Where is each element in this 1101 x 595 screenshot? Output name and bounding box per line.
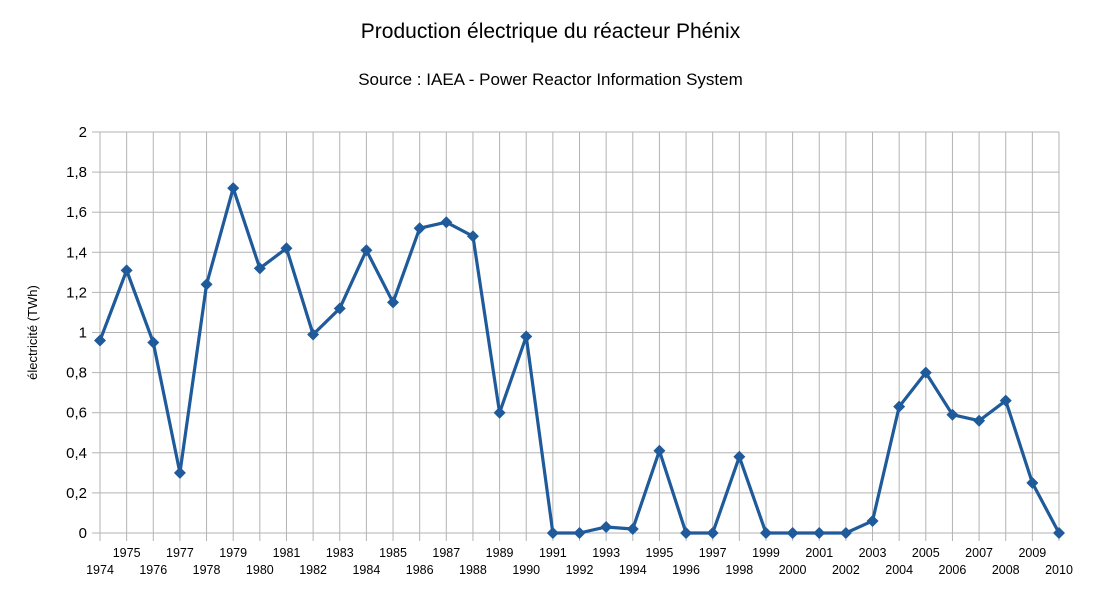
data-point xyxy=(759,527,772,539)
data-point xyxy=(813,527,826,539)
x-tick-label: 1986 xyxy=(406,563,434,577)
y-tick-label: 1,2 xyxy=(66,284,87,301)
y-tick-label: 1,4 xyxy=(66,244,87,261)
x-tick-label: 2002 xyxy=(832,563,860,577)
data-point xyxy=(706,527,719,539)
y-tick-label: 1 xyxy=(79,325,87,342)
chart-subtitle: Source : IAEA - Power Reactor Informatio… xyxy=(358,70,743,89)
x-tick-label: 1975 xyxy=(113,546,141,560)
data-point xyxy=(999,394,1012,407)
x-tick-label: 1994 xyxy=(619,563,647,577)
data-point xyxy=(1026,476,1039,489)
x-tick-label: 1995 xyxy=(646,546,674,560)
data-point xyxy=(573,527,586,539)
data-point xyxy=(600,520,613,533)
data-point xyxy=(866,514,879,527)
data-point xyxy=(253,262,266,275)
x-tick-label: 1999 xyxy=(752,546,780,560)
data-point xyxy=(546,527,559,539)
data-point xyxy=(839,527,852,539)
data-point xyxy=(200,278,213,291)
x-tick-label: 2003 xyxy=(859,546,887,560)
data-point xyxy=(173,466,186,479)
y-tick-label: 1,8 xyxy=(66,164,87,181)
data-point xyxy=(1053,527,1065,539)
y-tick-label: 0,8 xyxy=(66,365,87,382)
data-point xyxy=(94,334,106,347)
data-point xyxy=(147,336,160,349)
data-point xyxy=(680,527,693,539)
data-point xyxy=(413,222,426,235)
x-tick-label: 1976 xyxy=(139,563,167,577)
x-tick-label: 1996 xyxy=(672,563,700,577)
x-tick-label: 1998 xyxy=(725,563,753,577)
data-point xyxy=(466,230,479,243)
x-tick-label: 2000 xyxy=(779,563,807,577)
x-tick-label: 1978 xyxy=(193,563,221,577)
x-tick-label: 1985 xyxy=(379,546,407,560)
data-point xyxy=(946,408,959,421)
x-tick-label: 1974 xyxy=(86,563,114,577)
x-tick-label: 1991 xyxy=(539,546,567,560)
y-tick-label: 0 xyxy=(79,525,87,542)
x-tick-label: 2010 xyxy=(1045,563,1073,577)
data-point xyxy=(307,328,320,341)
data-point xyxy=(733,450,746,463)
x-tick-label: 2001 xyxy=(805,546,833,560)
x-tick-label: 1997 xyxy=(699,546,727,560)
x-tick-label: 1992 xyxy=(566,563,594,577)
data-point xyxy=(227,182,240,195)
y-tick-label: 0,2 xyxy=(66,485,87,502)
y-tick-label: 0,4 xyxy=(66,445,87,462)
data-point xyxy=(786,527,799,539)
y-tick-label: 2 xyxy=(79,124,87,141)
x-tick-label: 2007 xyxy=(965,546,993,560)
x-tick-label: 2004 xyxy=(885,563,913,577)
y-tick-label: 0,6 xyxy=(66,405,87,422)
x-tick-label: 1990 xyxy=(512,563,540,577)
x-tick-label: 2009 xyxy=(1018,546,1046,560)
data-point xyxy=(387,296,400,309)
chart-title: Production électrique du réacteur Phénix xyxy=(360,20,741,43)
x-tick-label: 1993 xyxy=(592,546,620,560)
data-point xyxy=(653,444,666,457)
y-tick-label: 1,6 xyxy=(66,204,87,221)
x-tick-label: 1989 xyxy=(486,546,514,560)
data-point xyxy=(893,400,906,413)
data-point xyxy=(440,216,453,229)
x-tick-label: 1977 xyxy=(166,546,194,560)
x-tick-label: 1981 xyxy=(273,546,301,560)
data-point xyxy=(973,414,986,427)
data-point xyxy=(280,242,293,255)
x-tick-label: 2008 xyxy=(992,563,1020,577)
x-tick-label: 1987 xyxy=(432,546,460,560)
y-axis-label: électricité (TWh) xyxy=(25,285,40,380)
x-tick-label: 1988 xyxy=(459,563,487,577)
data-point xyxy=(120,264,133,277)
x-tick-label: 1984 xyxy=(352,563,380,577)
data-point xyxy=(919,366,932,379)
data-point xyxy=(626,522,639,535)
x-tick-label: 1983 xyxy=(326,546,354,560)
data-point xyxy=(520,330,533,343)
x-tick-label: 1979 xyxy=(219,546,247,560)
data-point xyxy=(493,406,506,419)
x-tick-label: 1982 xyxy=(299,563,327,577)
x-tick-label: 1980 xyxy=(246,563,274,577)
x-tick-label: 2006 xyxy=(939,563,967,577)
data-point xyxy=(333,302,346,315)
x-tick-label: 2005 xyxy=(912,546,940,560)
data-point xyxy=(360,244,373,257)
